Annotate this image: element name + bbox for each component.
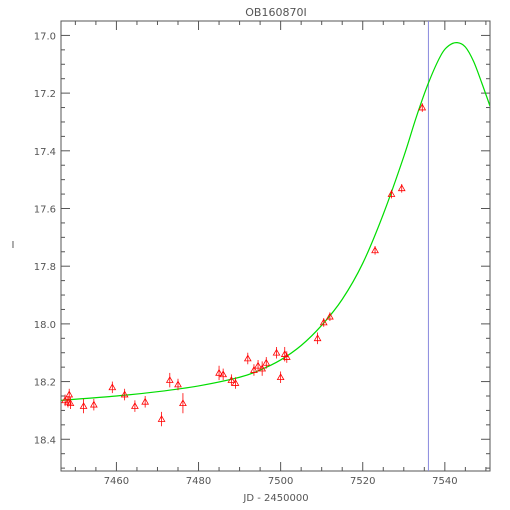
data-point	[227, 374, 236, 386]
data-point	[387, 189, 396, 199]
data-point-marker	[418, 103, 427, 111]
data-point	[250, 364, 258, 376]
data-point	[219, 368, 228, 381]
y-tick-label: 17.2	[34, 89, 56, 100]
data-point	[258, 361, 267, 376]
data-point-marker	[108, 383, 117, 391]
y-tick-label: 17.4	[34, 147, 56, 158]
data-point	[157, 411, 166, 427]
data-point-marker	[141, 397, 150, 405]
data-point	[276, 371, 285, 384]
y-tick-label: 18.4	[34, 435, 56, 446]
x-tick-label: 7540	[432, 476, 457, 487]
data-point-marker	[179, 399, 187, 407]
data-point-marker	[313, 334, 322, 342]
data-point	[179, 393, 187, 414]
x-tick-label: 7520	[350, 476, 375, 487]
plot-area: 7460 7480 7500 7520 7540 17.0 17.2 17.4 17.6 17.8…	[34, 20, 491, 487]
data-point-marker	[319, 318, 328, 326]
y-tick-label: 17.8	[34, 262, 56, 273]
data-point-marker	[272, 348, 281, 356]
data-point	[65, 388, 74, 401]
data-point-marker	[61, 396, 69, 404]
data-point-marker	[258, 364, 267, 372]
data-point-marker	[120, 390, 129, 398]
data-point	[174, 378, 182, 391]
data-point	[131, 400, 139, 412]
data-point	[371, 246, 379, 255]
data-point-marker	[174, 380, 182, 388]
data-point	[141, 396, 150, 408]
data-point	[79, 398, 88, 414]
data-point	[108, 381, 117, 394]
data-point-marker	[371, 246, 379, 254]
data-point-marker	[231, 379, 240, 386]
data-point	[215, 365, 223, 381]
y-tick-label: 18.2	[34, 378, 56, 389]
data-point-marker	[280, 350, 289, 357]
data-point-marker	[219, 370, 228, 378]
x-tick-label: 7480	[186, 476, 211, 487]
data-point-marker	[227, 376, 236, 383]
data-point	[272, 346, 281, 359]
data-point-marker	[282, 353, 291, 360]
data-point-marker	[66, 399, 75, 407]
data-point-marker	[397, 184, 406, 192]
data-point	[66, 397, 75, 409]
data-point	[231, 377, 240, 389]
data-point	[243, 352, 252, 365]
data-point-marker	[326, 312, 334, 320]
data-point-marker	[262, 358, 271, 366]
data-point	[418, 103, 427, 112]
data-point-marker	[254, 361, 262, 369]
data-point-marker	[387, 190, 396, 197]
data-point-marker	[215, 368, 223, 376]
data-point	[262, 357, 271, 369]
data-point	[319, 318, 328, 327]
data-point	[89, 398, 98, 411]
data-point	[254, 359, 262, 372]
data-point-marker	[89, 400, 98, 408]
x-tick-label: 7460	[104, 476, 129, 487]
y-tick-label: 18.0	[34, 320, 56, 331]
y-tick-label: 17.0	[34, 31, 56, 42]
plot-frame	[60, 20, 491, 472]
data-point	[313, 332, 322, 345]
data-point-marker	[79, 402, 88, 409]
data-point-marker	[276, 373, 285, 381]
data-point	[326, 312, 334, 321]
data-point	[165, 372, 174, 388]
data-point-marker	[65, 390, 74, 398]
data-point-marker	[243, 354, 252, 362]
data-point-marker	[165, 376, 174, 383]
x-axis-title: JD - 2450000	[242, 493, 308, 504]
data-point	[282, 351, 291, 363]
chart-title: OB160870I	[245, 6, 306, 19]
model-curve	[61, 42, 490, 401]
data-point-marker	[250, 366, 258, 373]
x-tick-label: 7500	[268, 476, 293, 487]
data-point	[280, 346, 289, 362]
data-point	[397, 183, 406, 193]
y-tick-label: 17.6	[34, 205, 56, 216]
data-point-marker	[157, 415, 166, 422]
data-point	[120, 388, 129, 401]
data-point-marker	[131, 402, 139, 409]
y-axis-title: I	[12, 240, 15, 251]
